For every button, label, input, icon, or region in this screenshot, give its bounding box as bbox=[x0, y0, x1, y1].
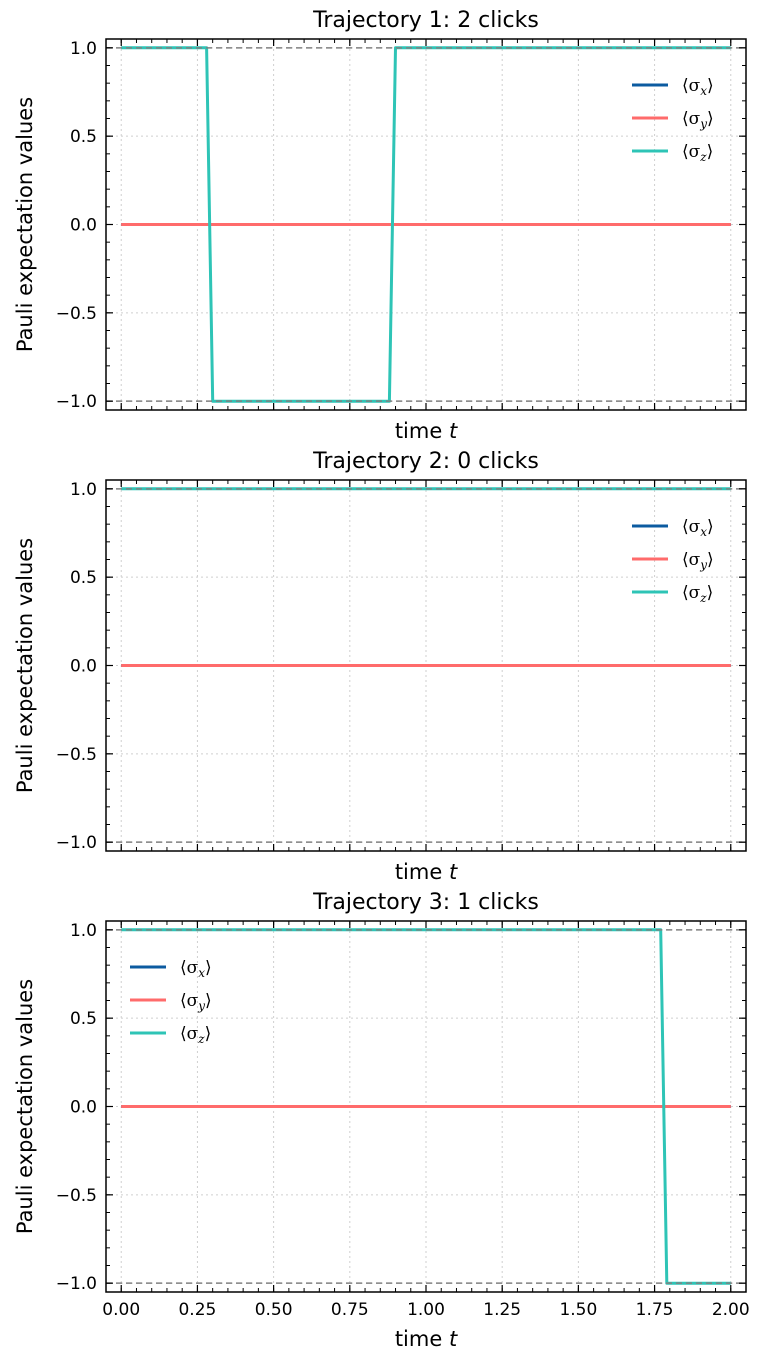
panel-2: −1.0 −0.5 0.0 0.5 1.0 Trajectory 2: 0 clicks t… bbox=[13, 449, 747, 884]
y-tick-label: −0.5 bbox=[56, 1186, 97, 1206]
x-tick-label: 2.00 bbox=[712, 1300, 750, 1320]
legend-label-3: ⟨σz⟩ bbox=[682, 583, 713, 605]
x-axis-label: time t bbox=[395, 419, 458, 443]
y-tick-label: −0.5 bbox=[56, 745, 97, 765]
chart-title: Trajectory 3: 1 clicks bbox=[312, 890, 539, 915]
legend-label-2: ⟨σy⟩ bbox=[180, 991, 212, 1013]
y-tick-label: 1.0 bbox=[70, 39, 97, 59]
x-tick-label: 0.25 bbox=[178, 1300, 216, 1320]
y-tick-label: 0.0 bbox=[70, 216, 97, 236]
legend-label-1: ⟨σx⟩ bbox=[682, 76, 714, 98]
x-axis-label: time t bbox=[395, 1327, 458, 1351]
y-tick-label: 0.0 bbox=[70, 657, 97, 677]
legend-label-3: ⟨σz⟩ bbox=[180, 1024, 211, 1046]
x-tick-label: 0.50 bbox=[255, 1300, 293, 1320]
chart-title: Trajectory 2: 0 clicks bbox=[312, 449, 539, 474]
x-tick-label: 1.75 bbox=[636, 1300, 674, 1320]
y-axis-label: Pauli expectation values bbox=[13, 97, 37, 352]
y-axis-label: Pauli expectation values bbox=[13, 979, 37, 1234]
legend-label-3: ⟨σz⟩ bbox=[682, 142, 713, 164]
legend-label-1: ⟨σx⟩ bbox=[180, 958, 212, 980]
panel-3: −1.0 −0.5 0.0 0.5 1.0 0.00 0.25 0.50 0.75 1.00 1.2… bbox=[13, 890, 750, 1351]
x-tick-label: 0.00 bbox=[102, 1300, 140, 1320]
panel-1: −1.0 −0.5 0.0 0.5 1.0 Trajectory 1: 2 clicks t… bbox=[13, 8, 747, 443]
y-tick-label: −0.5 bbox=[56, 304, 97, 324]
chart-title: Trajectory 1: 2 clicks bbox=[312, 8, 539, 33]
y-tick-label: 0.0 bbox=[70, 1098, 97, 1118]
legend-label-1: ⟨σx⟩ bbox=[682, 517, 714, 539]
y-tick-label: 0.5 bbox=[70, 127, 97, 147]
x-tick-label: 1.50 bbox=[559, 1300, 597, 1320]
x-tick-label: 1.25 bbox=[483, 1300, 521, 1320]
x-tick-label: 0.75 bbox=[331, 1300, 369, 1320]
y-tick-label: −1.0 bbox=[56, 1274, 97, 1294]
y-axis-label: Pauli expectation values bbox=[13, 538, 37, 793]
legend-label-2: ⟨σy⟩ bbox=[682, 550, 714, 572]
legend-label-2: ⟨σy⟩ bbox=[682, 109, 714, 131]
x-axis-label: time t bbox=[395, 860, 458, 884]
y-tick-label: 1.0 bbox=[70, 921, 97, 941]
y-tick-label: −1.0 bbox=[56, 833, 97, 853]
x-tick-label: 1.00 bbox=[407, 1300, 445, 1320]
y-tick-label: −1.0 bbox=[56, 392, 97, 412]
y-tick-label: 0.5 bbox=[70, 568, 97, 588]
y-tick-label: 0.5 bbox=[70, 1009, 97, 1029]
y-tick-label: 1.0 bbox=[70, 480, 97, 500]
